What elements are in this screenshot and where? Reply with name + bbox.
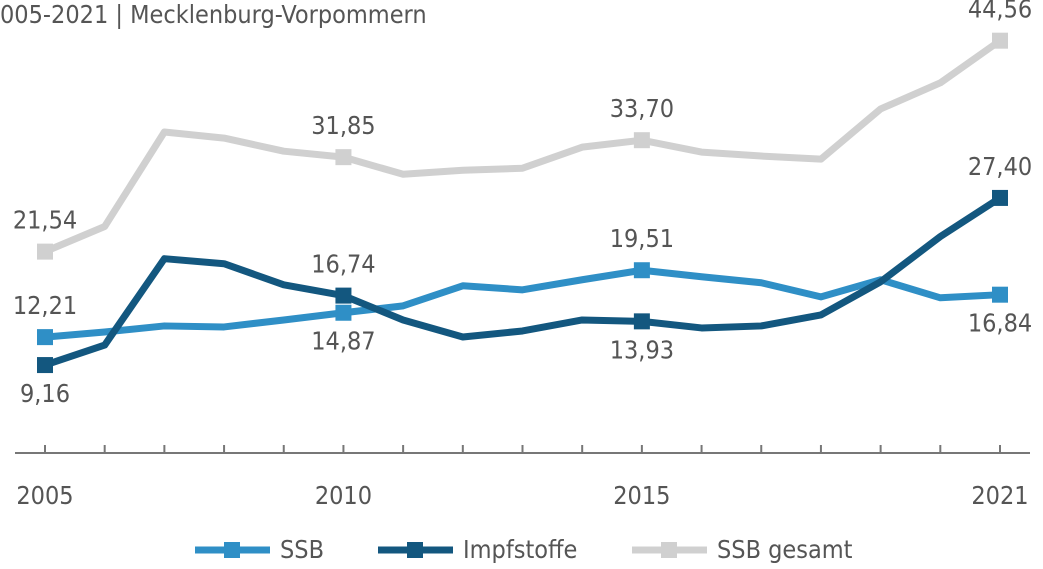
marker [37,357,53,374]
marker [633,132,650,149]
data-label: 16,74 [311,250,375,279]
x-tick-label: 2010 [315,481,372,510]
data-label: 31,85 [311,111,375,140]
line [43,37,1003,255]
legend-marker [661,542,677,558]
line [44,266,1001,341]
data-label: 13,93 [610,335,674,364]
legend-label: SSB gesamt [717,535,853,564]
marker [335,149,352,166]
marker [335,287,352,304]
legend-label: Impfstoffe [463,535,577,564]
marker [992,286,1008,303]
marker [992,32,1008,49]
x-tick-label: 2015 [613,481,670,510]
data-label: 27,40 [968,152,1032,181]
data-label: 16,84 [968,309,1032,338]
chart-title: 005-2021 | Mecklenburg-Vorpommern [0,0,427,29]
line [43,194,1002,369]
marker [633,262,650,279]
data-label: 21,54 [13,206,77,235]
data-label: 14,87 [311,327,375,356]
data-label: 9,16 [20,379,70,408]
legend-marker [224,542,240,558]
marker [335,304,352,321]
legend-label: SSB [280,535,324,564]
x-tick-label: 2021 [971,481,1028,510]
data-label: 19,51 [610,224,674,253]
data-label: 44,56 [968,0,1032,24]
legend-marker [407,542,423,558]
marker [37,329,53,346]
data-label: 33,70 [610,94,674,123]
data-label: 12,21 [13,291,77,320]
marker [992,189,1008,206]
marker [37,243,53,260]
x-tick-label: 2005 [16,481,73,510]
marker [633,313,650,330]
